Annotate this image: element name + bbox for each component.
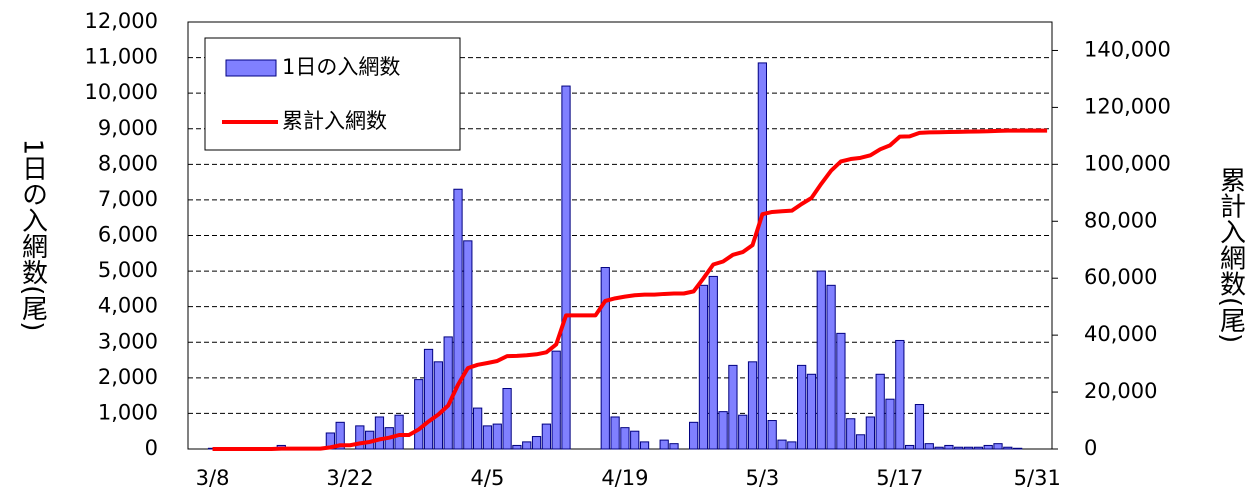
bar bbox=[708, 275, 718, 450]
bar bbox=[757, 62, 767, 450]
y-tick-label: 2,000 bbox=[98, 365, 158, 389]
bar bbox=[394, 414, 404, 450]
y-tick-label: 7,000 bbox=[98, 187, 158, 211]
bar bbox=[669, 443, 679, 450]
bar bbox=[698, 284, 709, 450]
bar bbox=[561, 85, 571, 450]
bar bbox=[924, 443, 934, 450]
bar bbox=[423, 348, 434, 450]
y-tick-label: 5,000 bbox=[98, 258, 158, 282]
y2-tick-label: 40,000 bbox=[1084, 322, 1157, 346]
y2-tick-label: 140,000 bbox=[1084, 37, 1171, 61]
bar bbox=[806, 373, 817, 450]
y-tick-label: 9,000 bbox=[98, 116, 158, 140]
bar bbox=[610, 416, 620, 450]
y2-tick-label: 100,000 bbox=[1084, 151, 1171, 175]
bar bbox=[777, 439, 787, 450]
bar bbox=[738, 414, 748, 450]
bar bbox=[335, 421, 345, 450]
bar bbox=[659, 439, 669, 450]
bar bbox=[747, 361, 758, 450]
y-tick-label: 12,000 bbox=[85, 9, 158, 33]
plot-frame bbox=[187, 21, 1053, 450]
bar bbox=[875, 373, 885, 450]
x-tick-label: 5/31 bbox=[1014, 466, 1061, 490]
bar bbox=[374, 416, 385, 450]
y-tick-label: 1,000 bbox=[98, 400, 158, 424]
bar bbox=[905, 444, 915, 450]
line bbox=[212, 128, 1048, 451]
bar bbox=[797, 364, 807, 450]
bar bbox=[453, 188, 463, 450]
bar bbox=[414, 379, 424, 450]
bar bbox=[630, 430, 640, 450]
bar bbox=[954, 446, 964, 450]
bar bbox=[482, 425, 493, 450]
x-tick-label: 4/19 bbox=[601, 466, 648, 490]
x-tick-label: 5/3 bbox=[745, 466, 779, 490]
y2-tick-label: 120,000 bbox=[1084, 94, 1171, 118]
y-tick-label: 4,000 bbox=[98, 294, 158, 318]
bar bbox=[728, 364, 738, 450]
y2-tick-label: 0 bbox=[1084, 436, 1097, 460]
bar bbox=[826, 284, 836, 450]
legend-swatch bbox=[225, 59, 277, 77]
bar bbox=[767, 420, 777, 450]
bar bbox=[885, 398, 895, 450]
bar bbox=[620, 427, 630, 450]
bar bbox=[787, 441, 797, 450]
bar bbox=[531, 436, 542, 450]
x-tick-label: 4/5 bbox=[471, 466, 505, 490]
bar bbox=[1013, 447, 1023, 450]
legend-label: 累計入網数 bbox=[282, 109, 387, 133]
bar bbox=[944, 444, 954, 450]
y2-tick-label: 80,000 bbox=[1084, 208, 1157, 232]
bar bbox=[473, 407, 483, 450]
y2-axis-label: 累計入網数(尾) bbox=[1216, 167, 1246, 343]
legend-label: 1日の入網数 bbox=[282, 55, 400, 79]
bar bbox=[639, 441, 650, 450]
y-axis-label: 1日の入網数(尾) bbox=[18, 139, 48, 332]
bar bbox=[934, 446, 944, 450]
bar bbox=[1003, 446, 1013, 450]
bar bbox=[541, 423, 551, 450]
x-tick-label: 5/17 bbox=[876, 466, 923, 490]
bar bbox=[522, 441, 532, 450]
bar bbox=[895, 339, 905, 450]
y-tick-label: 6,000 bbox=[98, 223, 158, 247]
bar bbox=[855, 434, 866, 450]
bar bbox=[836, 332, 846, 450]
bar bbox=[914, 404, 925, 450]
bar bbox=[551, 350, 561, 450]
bar bbox=[846, 418, 856, 450]
y2-tick-label: 20,000 bbox=[1084, 379, 1157, 403]
y-tick-label: 10,000 bbox=[85, 80, 158, 104]
y-tick-label: 0 bbox=[145, 436, 158, 460]
bar bbox=[963, 446, 974, 450]
bar bbox=[502, 388, 512, 450]
x-tick-label: 3/22 bbox=[326, 466, 373, 490]
bar bbox=[718, 411, 728, 450]
y2-tick-label: 60,000 bbox=[1084, 265, 1157, 289]
bar bbox=[463, 240, 473, 450]
bar bbox=[689, 421, 699, 450]
x-tick-label: 3/8 bbox=[196, 466, 230, 490]
legend-box bbox=[204, 37, 461, 151]
bar bbox=[492, 423, 502, 450]
bar bbox=[512, 444, 522, 450]
bar bbox=[433, 361, 443, 450]
bar bbox=[443, 336, 453, 450]
bar bbox=[973, 446, 983, 450]
y-tick-label: 3,000 bbox=[98, 329, 158, 353]
bar bbox=[983, 444, 993, 450]
y-tick-label: 8,000 bbox=[98, 151, 158, 175]
bar bbox=[865, 416, 875, 450]
bar bbox=[600, 267, 610, 450]
y-tick-label: 11,000 bbox=[85, 45, 158, 69]
bar bbox=[816, 270, 826, 450]
bar bbox=[993, 443, 1003, 450]
bar bbox=[355, 425, 365, 450]
